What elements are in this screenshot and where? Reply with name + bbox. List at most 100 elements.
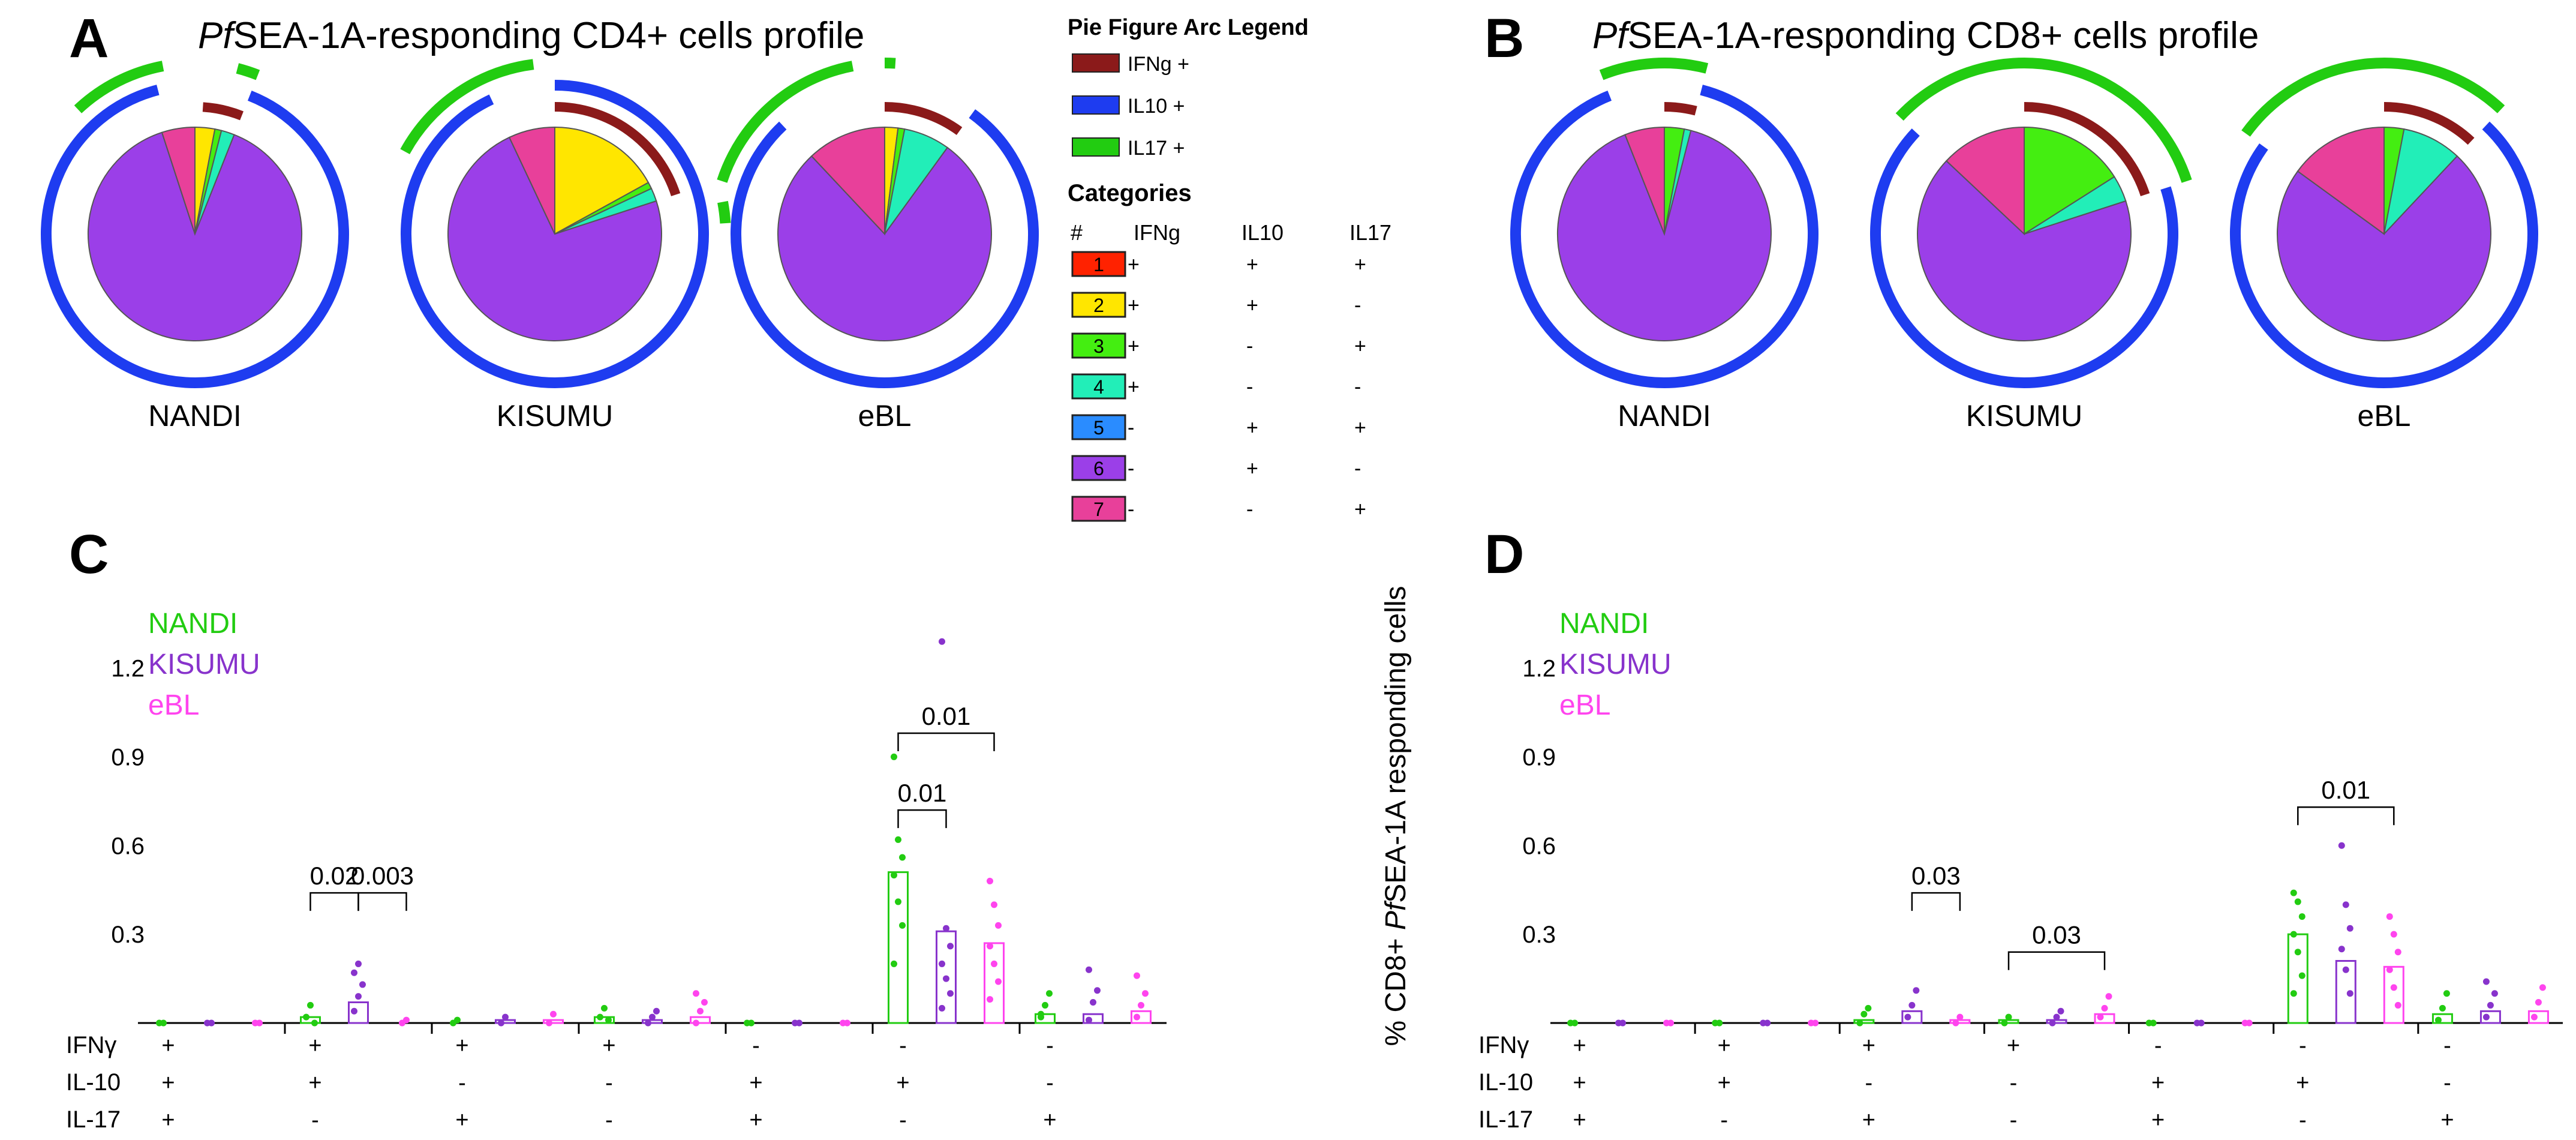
chart-c-ylabel: % CD4+ PfSEA-1A responding cells xyxy=(0,586,1,1046)
arc-legend-label: IL17 + xyxy=(1128,137,1185,160)
il17-arc xyxy=(717,61,854,183)
data-point xyxy=(307,1001,314,1009)
il17-arc xyxy=(1895,58,2192,183)
data-point xyxy=(1860,1010,1868,1018)
category-sign: + xyxy=(1573,1108,1586,1133)
category-sign: - xyxy=(2299,1033,2307,1058)
bar-nandi xyxy=(1853,1019,1875,1024)
bar-kisumu xyxy=(1901,1010,1923,1024)
category-sign: + xyxy=(455,1033,468,1058)
pie-slice-category-6 xyxy=(2277,155,2491,341)
ifng-arc xyxy=(202,102,244,121)
category-sign: + xyxy=(2151,1070,2165,1096)
data-point xyxy=(2150,1019,2157,1027)
pie-b-nandi: NANDI xyxy=(1510,58,1819,433)
legend-header-ifng: IFNg xyxy=(1134,220,1180,245)
chart-d-ylabel: % CD8+ PfSEA-1A responding cells xyxy=(1380,586,1412,1046)
category-number: 7 xyxy=(1093,499,1104,520)
category-il17: - xyxy=(1354,457,1361,480)
bar-ebl xyxy=(2527,1010,2549,1024)
data-point xyxy=(693,990,699,997)
category-sign: + xyxy=(749,1070,762,1096)
data-point xyxy=(995,922,1002,929)
category-sign: - xyxy=(1046,1070,1054,1096)
significance-bracket xyxy=(897,809,947,829)
data-point xyxy=(502,1013,509,1021)
il17-arc xyxy=(2241,58,2505,137)
data-point xyxy=(2049,1019,2056,1027)
il10-arc xyxy=(2230,121,2538,388)
data-point xyxy=(2487,1001,2494,1009)
category-il10: + xyxy=(1246,416,1258,439)
category-number: 2 xyxy=(1093,295,1104,316)
category-sign: - xyxy=(311,1108,319,1133)
significance-bracket xyxy=(2297,806,2395,826)
category-il17: + xyxy=(1354,253,1366,276)
il10-arc xyxy=(41,85,349,388)
pie-label: NANDI xyxy=(148,399,242,433)
category-sign: + xyxy=(2440,1108,2454,1133)
category-il17: + xyxy=(1354,335,1366,358)
significance-bracket xyxy=(2007,951,2106,970)
category-sign: + xyxy=(749,1108,762,1133)
ylabel-part: SEA-1A responding cells xyxy=(1380,586,1412,902)
data-point xyxy=(546,1019,552,1027)
category-il17: - xyxy=(1354,294,1361,317)
data-point xyxy=(1667,1019,1675,1027)
row-label-ifn: IFNγ xyxy=(66,1032,116,1058)
data-point xyxy=(899,854,906,861)
category-sign: + xyxy=(896,1070,909,1096)
data-point xyxy=(1904,1013,1911,1021)
category-ifng: + xyxy=(1128,253,1140,276)
category-sign: - xyxy=(752,1033,760,1058)
data-point xyxy=(498,1019,504,1027)
pie-a-kisumu: KISUMU xyxy=(400,59,731,433)
pie-slice-category-7 xyxy=(2297,126,2385,235)
ifng-arc-swatch xyxy=(1072,53,1120,73)
category-swatch-4 xyxy=(1071,373,1126,400)
data-point xyxy=(311,1019,318,1027)
pie-a-nandi: NANDI xyxy=(41,61,349,433)
data-point xyxy=(995,978,1002,985)
data-point xyxy=(2439,1004,2446,1012)
data-point xyxy=(943,925,949,932)
category-sign: - xyxy=(1046,1033,1054,1058)
category-sign: + xyxy=(1862,1033,1875,1058)
ylabel-part: % CD4+ xyxy=(0,930,1,1046)
pie-slice-category-4 xyxy=(2383,128,2458,236)
bar-nandi xyxy=(888,871,909,1024)
data-point xyxy=(1716,1019,1723,1027)
data-point xyxy=(2482,978,2490,985)
significance-bracket xyxy=(897,732,995,751)
category-sign: + xyxy=(1862,1108,1875,1133)
category-sign: - xyxy=(605,1108,613,1133)
pie-label: KISUMU xyxy=(497,399,613,433)
category-sign: - xyxy=(2443,1070,2451,1096)
category-ifng: - xyxy=(1128,498,1134,521)
data-point xyxy=(1952,1019,1959,1027)
data-point xyxy=(2057,1007,2064,1015)
category-il17: + xyxy=(1354,416,1366,439)
pie-charts: NANDI KISUMU eBL NANDI KISUMU eBL xyxy=(41,57,2538,433)
data-point xyxy=(2390,931,2397,938)
data-point xyxy=(1086,966,1092,973)
data-point xyxy=(1042,1001,1048,1009)
data-point xyxy=(2101,1004,2108,1012)
category-number: 6 xyxy=(1093,458,1104,479)
bar-nandi xyxy=(300,1016,321,1024)
category-sign: + xyxy=(1573,1033,1586,1058)
pie-slice-category-6 xyxy=(777,146,992,341)
category-sign: - xyxy=(1720,1108,1728,1133)
legend-header-il10: IL10 xyxy=(1242,220,1284,245)
ifng-arc xyxy=(884,102,963,136)
bar-ebl xyxy=(1131,1010,1152,1024)
category-sign: + xyxy=(1718,1033,1731,1058)
significance-bracket xyxy=(1911,892,1961,911)
category-il10: + xyxy=(1246,253,1258,276)
data-point xyxy=(2338,946,2345,953)
data-point xyxy=(2346,925,2353,932)
y-tick-label: 0.9 xyxy=(1522,744,1556,770)
data-point xyxy=(939,638,945,645)
data-point xyxy=(2005,1013,2012,1021)
category-sign: - xyxy=(2154,1033,2162,1058)
